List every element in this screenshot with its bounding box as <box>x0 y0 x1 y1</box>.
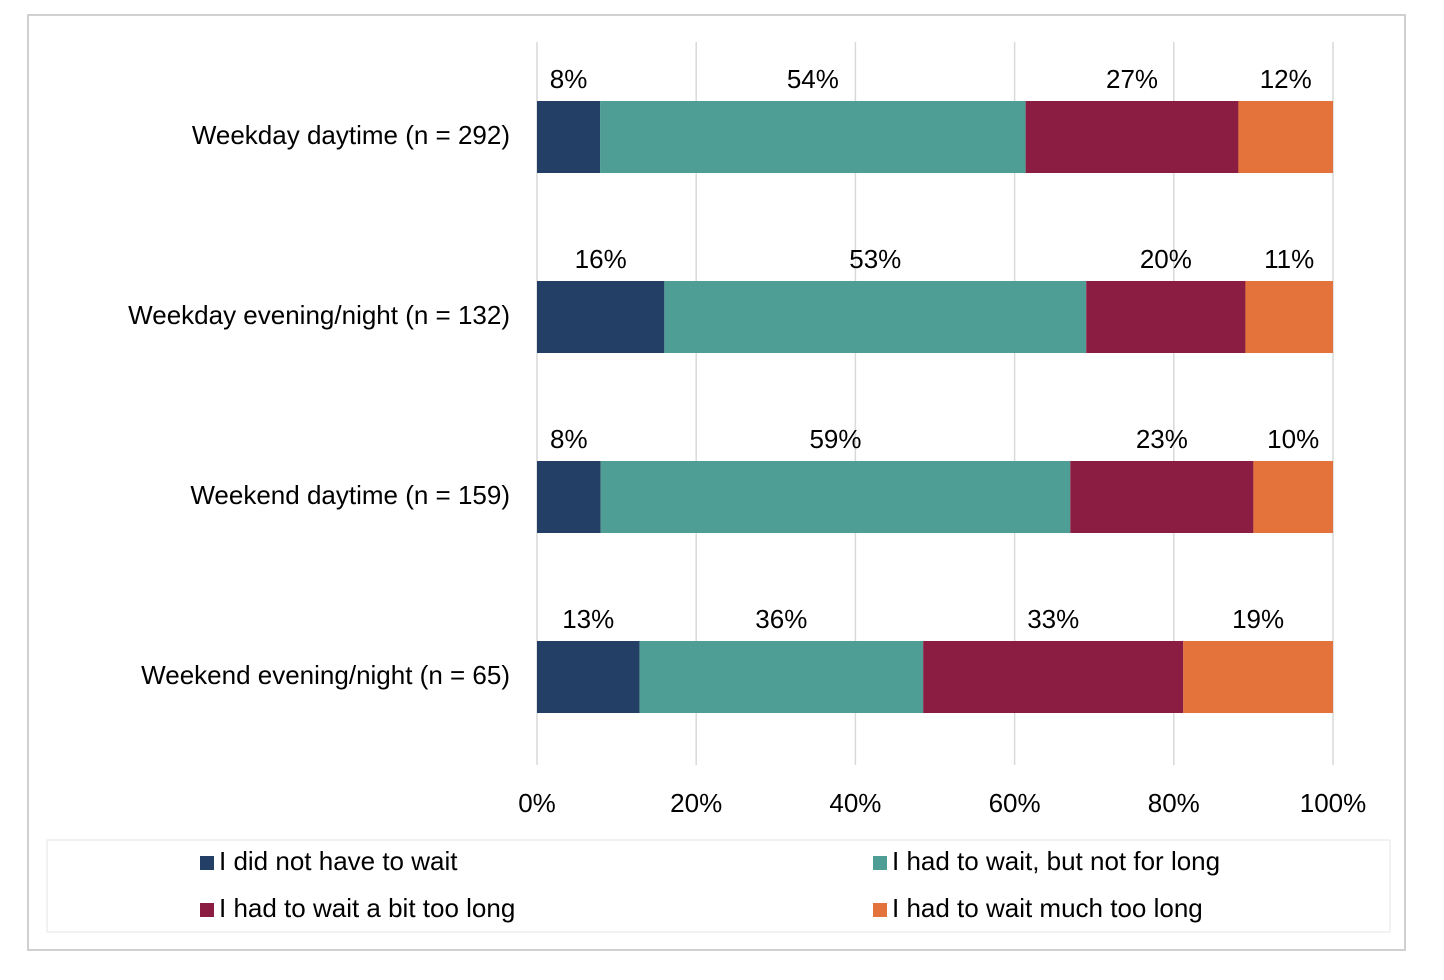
data-label: 11% <box>1264 244 1314 274</box>
bar-segment <box>1245 281 1333 353</box>
bar-segment <box>537 641 640 713</box>
data-label: 16% <box>575 244 627 274</box>
legend-box <box>46 839 1391 933</box>
bar-segment <box>1070 461 1254 533</box>
bar-segment <box>1253 461 1333 533</box>
data-label: 12% <box>1260 64 1312 94</box>
data-label: 27% <box>1106 64 1158 94</box>
data-label: 8% <box>550 424 588 454</box>
bar-segment <box>1025 101 1239 173</box>
data-label: 36% <box>755 604 807 634</box>
bar-segment <box>1086 281 1246 353</box>
bar-segment <box>1183 641 1333 713</box>
legend-swatch <box>873 856 887 870</box>
data-label: 8% <box>550 64 588 94</box>
bar-segment <box>639 641 924 713</box>
x-tick-label: 0% <box>518 788 556 818</box>
data-label: 19% <box>1232 604 1284 634</box>
legend-label: I had to wait much too long <box>892 893 1203 923</box>
bar-segment <box>664 281 1087 353</box>
y-tick-label: Weekday evening/night (n = 132) <box>128 300 510 330</box>
x-tick-label: 100% <box>1300 788 1367 818</box>
data-label: 33% <box>1027 604 1079 634</box>
y-tick-label: Weekend evening/night (n = 65) <box>141 660 510 690</box>
x-tick-label: 60% <box>989 788 1041 818</box>
x-tick-label: 80% <box>1148 788 1200 818</box>
data-label: 10% <box>1267 424 1319 454</box>
bar-segment <box>537 101 601 173</box>
data-label: 53% <box>849 244 901 274</box>
legend-swatch <box>873 903 887 917</box>
data-label: 59% <box>809 424 861 454</box>
data-label: 20% <box>1140 244 1192 274</box>
bar-segment <box>1238 101 1333 173</box>
bar-segment <box>600 101 1026 173</box>
data-label: 13% <box>562 604 614 634</box>
data-label: 23% <box>1136 424 1188 454</box>
legend-label: I did not have to wait <box>219 846 458 876</box>
y-tick-label: Weekend daytime (n = 159) <box>190 480 510 510</box>
bar-segment <box>600 461 1071 533</box>
bar-segment <box>537 281 665 353</box>
bar-segment <box>537 461 601 533</box>
x-tick-label: 20% <box>670 788 722 818</box>
x-tick-label: 40% <box>829 788 881 818</box>
legend-swatch <box>200 903 214 917</box>
y-tick-label: Weekday daytime (n = 292) <box>192 120 510 150</box>
legend-swatch <box>200 856 214 870</box>
legend-label: I had to wait, but not for long <box>892 846 1220 876</box>
data-label: 54% <box>787 64 839 94</box>
bar-segment <box>923 641 1184 713</box>
legend-label: I had to wait a bit too long <box>219 893 515 923</box>
